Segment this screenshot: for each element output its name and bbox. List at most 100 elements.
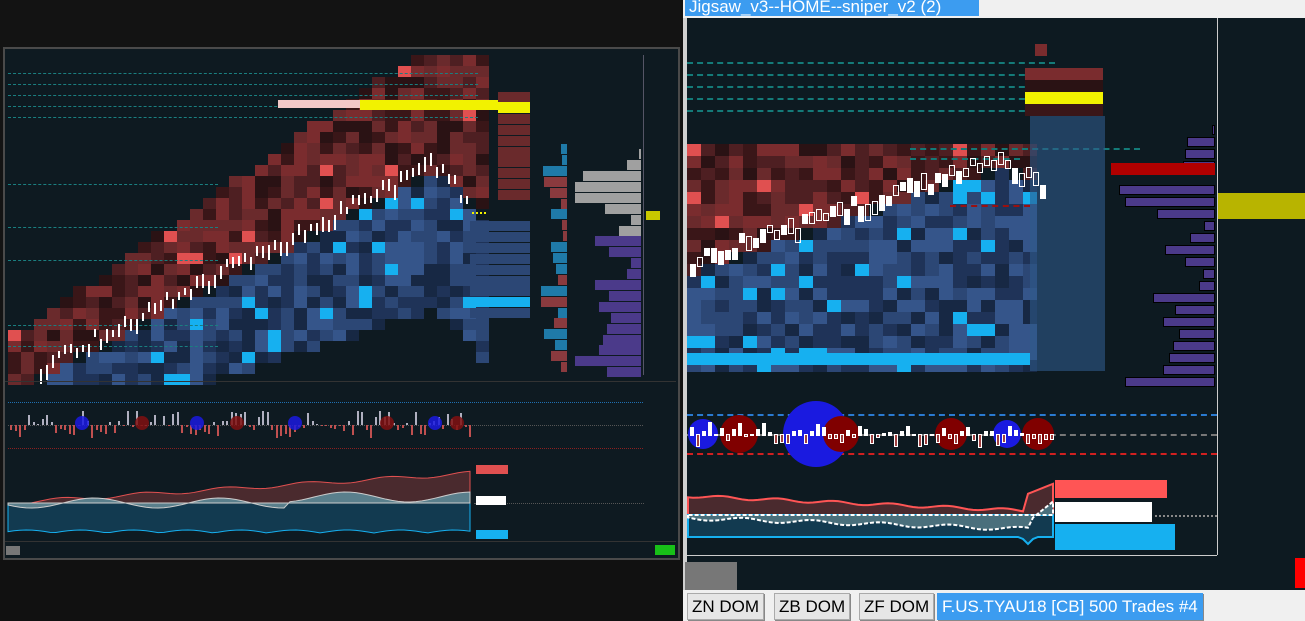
heatmap-cell: [398, 231, 411, 242]
delta-value: [536, 340, 566, 350]
heatmap-cell: [242, 275, 255, 286]
heatmap-cell: [73, 297, 86, 308]
ask-size: [498, 124, 530, 135]
heatmap-cell: [294, 143, 307, 154]
heatmap-cell: [450, 88, 463, 99]
heatmap-cell: [307, 220, 320, 231]
heatmap-cell: [203, 198, 216, 209]
price-candle: [70, 343, 72, 353]
heatmap-cell: [398, 187, 411, 198]
price-label: [646, 232, 676, 241]
heatmap-cell: [320, 165, 333, 176]
cumulative-upper-tag: [476, 465, 508, 474]
price-candle: [436, 166, 438, 179]
heatmap-cell: [411, 308, 424, 319]
oscillator-bar: [275, 425, 278, 439]
delta-value: [536, 297, 566, 307]
signal-dot: [135, 416, 149, 430]
heatmap-cell: [138, 253, 151, 264]
heatmap-cell: [216, 187, 229, 198]
heatmap-cell: [203, 308, 216, 319]
heatmap-cell: [177, 264, 190, 275]
oscillator-bar: [100, 425, 102, 432]
time-label: [425, 546, 451, 555]
tab-zb-dom[interactable]: ZB DOM: [774, 593, 851, 620]
heatmap-cell: [437, 220, 450, 231]
heatmap-cell: [424, 187, 437, 198]
heatmap-cell: [164, 253, 177, 264]
delta-bar: [562, 154, 567, 165]
heatmap-cell: [164, 242, 177, 253]
heatmap-cell: [281, 275, 294, 286]
heatmap-cell: [320, 264, 333, 275]
price-candle: [76, 347, 78, 358]
cumulative-zero-line: [474, 503, 644, 504]
price-candle: [424, 156, 426, 172]
heatmap-cell: [476, 154, 489, 165]
heatmap-cell: [398, 253, 411, 264]
heatmap-cell: [424, 198, 437, 209]
heatmap-cell: [294, 231, 307, 242]
heatmap-cell: [281, 297, 294, 308]
heatmap-cell: [242, 319, 255, 330]
heatmap-cell: [294, 187, 307, 198]
tab-zn-dom[interactable]: ZN DOM: [687, 593, 765, 620]
heatmap-cell: [294, 264, 307, 275]
oscillator-bar: [307, 412, 309, 425]
price-candle: [406, 169, 408, 181]
heatmap-cell: [268, 165, 281, 176]
heatmap-cell: [86, 352, 99, 363]
heatmap-cell: [372, 253, 385, 264]
heatmap-cell: [268, 231, 281, 242]
heatmap-cell: [463, 297, 476, 308]
tab-zf-dom[interactable]: ZF DOM: [859, 593, 935, 620]
signal-dot: [450, 416, 464, 430]
heatmap-cell: [255, 220, 268, 231]
heatmap-cell: [333, 187, 346, 198]
heatmap-cell: [164, 286, 177, 297]
heatmap-cell: [411, 231, 424, 242]
heatmap-cell: [450, 77, 463, 88]
volume-profile-bar: [575, 356, 641, 367]
heatmap-cell: [411, 242, 424, 253]
heatmap-cell: [424, 242, 437, 253]
heatmap-cell: [216, 198, 229, 209]
bid-size: [470, 231, 530, 242]
heatmap-cell: [268, 341, 281, 352]
heatmap-cell: [294, 220, 307, 231]
heatmap-cell: [164, 363, 177, 374]
price-candle: [154, 302, 156, 314]
heatmap-cell: [268, 275, 281, 286]
price-candle: [334, 215, 336, 230]
heatmap-cell: [307, 209, 320, 220]
heatmap-cell: [99, 363, 112, 374]
price-candle: [316, 223, 318, 235]
heatmap-cell: [437, 88, 450, 99]
heatmap-cell: [307, 143, 320, 154]
heatmap-cell: [151, 308, 164, 319]
volume-profile-bar: [631, 214, 641, 225]
heatmap-cell: [151, 264, 164, 275]
heatmap-cell: [359, 319, 372, 330]
window-title-tab[interactable]: Jigsaw_v3--HOME--sniper_v2 (2): [685, 0, 979, 16]
title-bar: Jigsaw_v3--HOME--sniper_v2 (2): [683, 0, 1305, 18]
heatmap-cell: [333, 165, 346, 176]
oscillator-bar: [469, 425, 471, 437]
heatmap-cell: [411, 110, 424, 121]
cumulative-delta-chart: [7, 470, 471, 534]
heatmap-cell: [73, 330, 86, 341]
heatmap-cell: [372, 132, 385, 143]
signal-dot: [230, 416, 244, 430]
heatmap-cell: [450, 121, 463, 132]
heatmap-cell: [60, 308, 73, 319]
heatmap-cell: [359, 176, 372, 187]
heatmap-cell: [385, 253, 398, 264]
heatmap-cell: [320, 198, 333, 209]
heatmap-cell: [73, 363, 86, 374]
tab-tyau18-500-trades[interactable]: F.US.TYAU18 [CB] 500 Trades #4: [937, 593, 1203, 620]
price-candle: [202, 273, 204, 288]
heatmap-cell: [86, 297, 99, 308]
heatmap-cell: [463, 77, 476, 88]
left-chart-plot[interactable]: [0, 0, 681, 560]
price-candle: [394, 185, 396, 200]
